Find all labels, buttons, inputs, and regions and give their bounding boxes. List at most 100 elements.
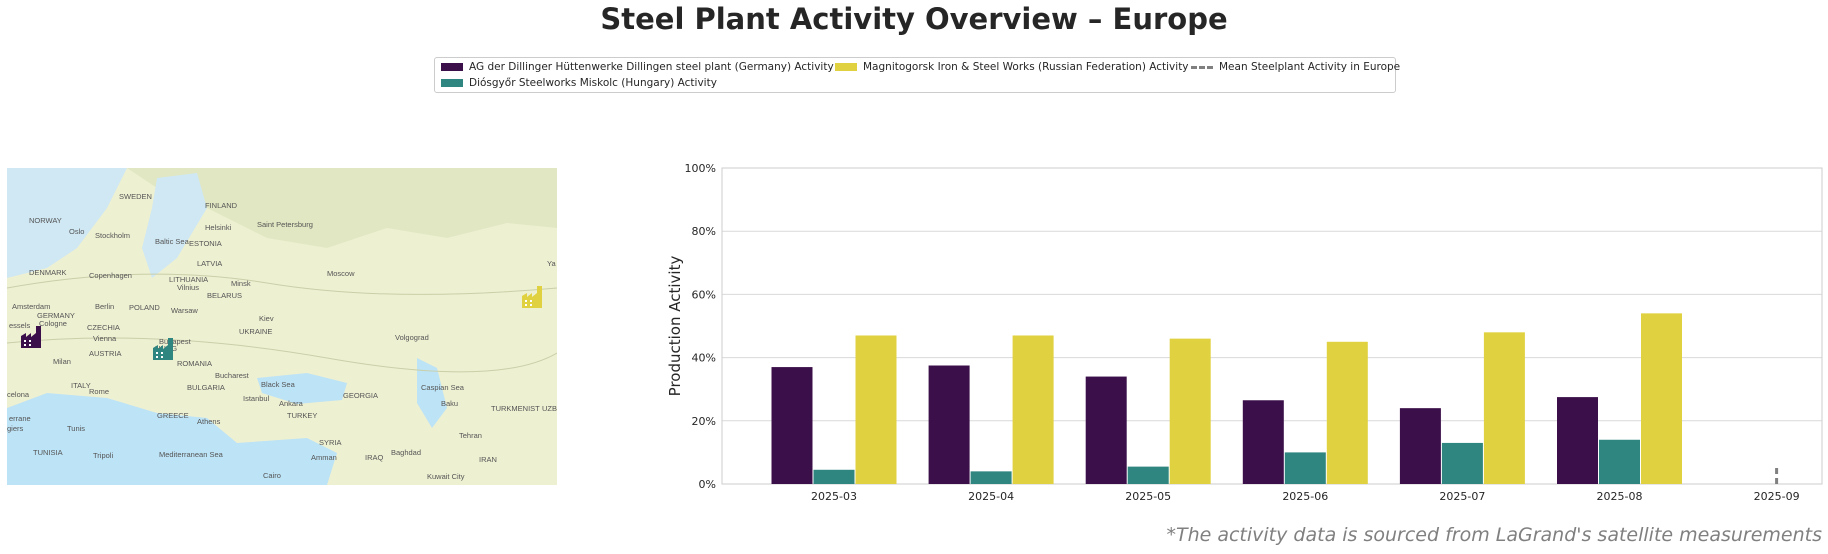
map-label: IRAN (479, 455, 497, 464)
bar (1641, 313, 1682, 484)
map-label: Athens (197, 417, 221, 426)
map-label: Vilnius (177, 283, 199, 292)
map-north-sea (7, 168, 127, 278)
europe-map: SWEDEN FINLAND NORWAY Oslo Stockholm Helsinki… (7, 168, 557, 485)
map-label: SWEDEN (119, 192, 152, 201)
map-label: Tripoli (93, 451, 113, 460)
map-label: Baghdad (391, 448, 421, 457)
map-label: Moscow (327, 269, 355, 278)
map-border-line (7, 273, 557, 295)
map-label: Rome (89, 387, 109, 396)
map-label: celona (7, 390, 30, 399)
map-label: Tehran (459, 431, 482, 440)
map-label: Amsterdam (12, 302, 50, 311)
map-label: Ankara (279, 399, 304, 408)
legend-dash-mean (1191, 65, 1213, 69)
map-label: giers (7, 424, 24, 433)
map-label: Baku (441, 399, 458, 408)
map-label: SYRIA (319, 438, 342, 447)
bar-chart: 0% 20% 40% 60% 80% 100% Production Activity 202… (660, 160, 1828, 504)
legend-label-magnitogorsk: Magnitogorsk Iron & Steel Works (Russian… (863, 61, 1189, 73)
x-tick-label: 2025-07 (1439, 490, 1485, 500)
map-caspian-sea (417, 358, 447, 428)
map-label: ESTONIA (189, 239, 222, 248)
map-canvas: SWEDEN FINLAND NORWAY Oslo Stockholm Helsinki… (7, 168, 557, 485)
factory-icon (153, 338, 173, 360)
legend-item-miskolc: Diósgyőr Steelworks Miskolc (Hungary) Ac… (441, 77, 717, 89)
map-label: IRAQ (365, 453, 384, 462)
map-label: Oslo (69, 227, 84, 236)
map-label: BELARUS (207, 291, 242, 300)
map-label: Volgograd (395, 333, 429, 342)
bar (1169, 338, 1211, 484)
map-label: Saint Petersburg (257, 220, 313, 229)
bar (813, 469, 855, 484)
bar (1242, 400, 1284, 484)
map-label: Minsk (231, 279, 251, 288)
y-tick-label: 0% (699, 478, 716, 491)
bar (1127, 466, 1169, 484)
map-label: Amman (311, 453, 337, 462)
map-label: LATVIA (197, 259, 222, 268)
y-tick-label: 80% (692, 225, 716, 238)
legend-item-magnitogorsk: Magnitogorsk Iron & Steel Works (Russian… (835, 61, 1189, 73)
map-label: Baltic Sea (155, 237, 190, 246)
map-label: Cairo (263, 471, 281, 480)
bar (1085, 376, 1127, 484)
x-tick-label: 2025-03 (811, 490, 857, 500)
map-label: Vienna (93, 334, 117, 343)
map-label: Mediterranean Sea (159, 450, 224, 459)
map-label: Ya (547, 259, 556, 268)
map-label: Bucharest (215, 371, 250, 380)
map-label: Kiev (259, 314, 274, 323)
map-label: AUSTRIA (89, 349, 122, 358)
x-tick-label: 2025-06 (1282, 490, 1328, 500)
map-label: ROMANIA (177, 359, 212, 368)
bar (855, 335, 897, 484)
bar (1557, 397, 1598, 484)
bar (1284, 452, 1326, 484)
map-label: Copenhagen (89, 271, 132, 280)
x-tick-label: 2025-08 (1597, 490, 1643, 500)
map-label: essels (9, 321, 31, 330)
map-label: Berlin (95, 302, 114, 311)
map-label: FINLAND (205, 201, 238, 210)
map-label: DENMARK (29, 268, 67, 277)
map-label: Helsinki (205, 223, 232, 232)
y-axis-label: Production Activity (666, 256, 684, 397)
map-label: Kuwait City (427, 472, 465, 481)
chart-legend: AG der Dillinger Hüttenwerke Dillingen s… (434, 57, 1400, 93)
bar (1441, 442, 1483, 484)
map-label: Caspian Sea (421, 383, 465, 392)
map-terrain-north (127, 168, 557, 248)
legend-swatch-magnitogorsk (835, 63, 857, 71)
bar (771, 367, 813, 484)
map-black-sea (257, 373, 347, 404)
x-tick-label: 2025-04 (968, 490, 1014, 500)
factory-icon (522, 286, 542, 308)
factory-icon (21, 326, 41, 348)
map-label: TUNISIA (33, 448, 63, 457)
y-tick-label: 60% (692, 288, 716, 301)
map-label: ITALY (71, 381, 91, 390)
map-label: TURKEY (287, 411, 317, 420)
map-label: Cologne (39, 319, 67, 328)
map-border-line (7, 337, 557, 373)
legend-item-mean: Mean Steelplant Activity in Europe (1191, 61, 1400, 73)
map-label: Budapest (159, 337, 192, 346)
map-label: GREECE (157, 411, 189, 420)
map-label: Stockholm (95, 231, 130, 240)
map-label: LITHUANIA (169, 275, 208, 284)
map-label: errane (9, 414, 31, 423)
map-baltic-sea (142, 173, 207, 278)
legend-label-miskolc: Diósgyőr Steelworks Miskolc (Hungary) Ac… (469, 77, 717, 89)
bar (928, 365, 970, 484)
map-label: TURKMENIST (491, 404, 540, 413)
bar (1599, 439, 1640, 484)
page-title: Steel Plant Activity Overview – Europe (600, 2, 1228, 36)
map-label: Black Sea (261, 380, 296, 389)
bar (1012, 335, 1054, 484)
y-tick-label: 100% (685, 162, 716, 175)
map-label: UKRAINE (239, 327, 272, 336)
bar (1483, 332, 1525, 484)
